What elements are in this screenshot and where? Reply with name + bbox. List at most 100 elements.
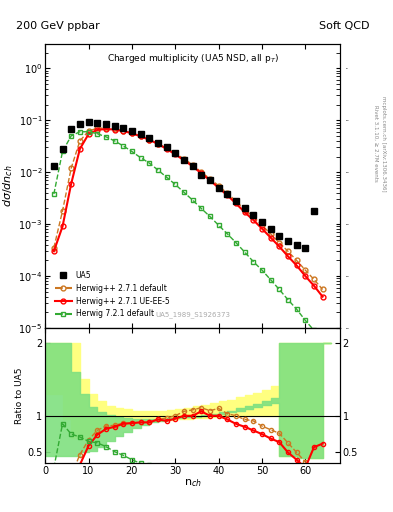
UA5	[164, 144, 169, 151]
UA5	[156, 140, 160, 146]
UA5	[251, 212, 255, 218]
Herwig 7.2.1 default	[199, 205, 204, 211]
Herwig++ 2.7.1 UE-EE-5	[86, 131, 91, 137]
Herwig++ 2.7.1 UE-EE-5	[303, 273, 308, 279]
Herwig 7.2.1 default	[320, 337, 325, 344]
UA5	[208, 177, 212, 183]
Herwig++ 2.7.1 UE-EE-5	[60, 223, 65, 229]
UA5	[77, 121, 82, 127]
Herwig 7.2.1 default	[251, 259, 255, 265]
Text: Charged multiplicity (UA5 NSD, all p$_T$): Charged multiplicity (UA5 NSD, all p$_T$…	[107, 52, 279, 65]
Herwig++ 2.7.1 UE-EE-5	[251, 217, 255, 223]
Herwig++ 2.7.1 default	[156, 141, 160, 147]
Herwig 7.2.1 default	[182, 189, 186, 195]
Herwig++ 2.7.1 default	[138, 133, 143, 139]
Herwig++ 2.7.1 UE-EE-5	[242, 209, 247, 215]
UA5	[86, 119, 91, 125]
Herwig++ 2.7.1 UE-EE-5	[320, 293, 325, 300]
Text: 200 GeV ppbar: 200 GeV ppbar	[16, 20, 99, 31]
Herwig 7.2.1 default	[103, 134, 108, 140]
UA5	[277, 233, 282, 240]
Text: Rivet 3.1.10, ≥ 2.7M events: Rivet 3.1.10, ≥ 2.7M events	[373, 105, 378, 182]
UA5	[268, 226, 273, 232]
Herwig++ 2.7.1 default	[69, 165, 73, 171]
X-axis label: n$_{ch}$: n$_{ch}$	[184, 478, 202, 489]
Herwig++ 2.7.1 UE-EE-5	[77, 146, 82, 152]
Herwig 7.2.1 default	[86, 129, 91, 135]
Herwig++ 2.7.1 default	[251, 214, 255, 220]
Herwig++ 2.7.1 UE-EE-5	[121, 128, 126, 134]
UA5	[69, 126, 73, 132]
UA5	[259, 219, 264, 225]
Herwig++ 2.7.1 default	[60, 208, 65, 214]
Herwig 7.2.1 default	[138, 155, 143, 161]
Herwig++ 2.7.1 default	[182, 156, 186, 162]
UA5	[216, 185, 221, 191]
UA5	[60, 146, 65, 152]
Herwig++ 2.7.1 UE-EE-5	[233, 200, 238, 206]
Text: UA5_1989_S1926373: UA5_1989_S1926373	[155, 311, 230, 318]
Herwig++ 2.7.1 default	[147, 137, 152, 143]
Herwig++ 2.7.1 UE-EE-5	[190, 163, 195, 169]
Herwig++ 2.7.1 default	[259, 222, 264, 228]
Herwig++ 2.7.1 UE-EE-5	[156, 141, 160, 147]
Herwig 7.2.1 default	[77, 129, 82, 135]
Line: Herwig 7.2.1 default: Herwig 7.2.1 default	[51, 130, 342, 365]
UA5	[312, 208, 316, 214]
Herwig++ 2.7.1 UE-EE-5	[208, 177, 212, 183]
UA5	[138, 131, 143, 137]
Text: mcplots.cern.ch [arXiv:1306.3436]: mcplots.cern.ch [arXiv:1306.3436]	[381, 96, 386, 191]
Herwig++ 2.7.1 UE-EE-5	[130, 130, 134, 136]
Herwig 7.2.1 default	[277, 286, 282, 292]
Herwig 7.2.1 default	[95, 131, 99, 137]
Herwig 7.2.1 default	[130, 148, 134, 155]
Herwig++ 2.7.1 default	[320, 286, 325, 292]
Herwig 7.2.1 default	[164, 174, 169, 180]
Herwig 7.2.1 default	[259, 267, 264, 273]
Herwig 7.2.1 default	[242, 249, 247, 255]
Herwig 7.2.1 default	[147, 160, 152, 166]
UA5	[112, 123, 117, 129]
Herwig 7.2.1 default	[303, 317, 308, 324]
UA5	[303, 245, 308, 251]
Herwig++ 2.7.1 default	[164, 145, 169, 151]
Herwig++ 2.7.1 UE-EE-5	[225, 192, 230, 198]
UA5	[51, 163, 56, 169]
Text: Soft QCD: Soft QCD	[319, 20, 369, 31]
Herwig++ 2.7.1 UE-EE-5	[259, 225, 264, 231]
UA5	[199, 172, 204, 178]
Herwig++ 2.7.1 UE-EE-5	[138, 133, 143, 139]
Herwig++ 2.7.1 default	[286, 248, 290, 254]
UA5	[130, 128, 134, 134]
Herwig++ 2.7.1 UE-EE-5	[199, 170, 204, 176]
Herwig 7.2.1 default	[51, 191, 56, 197]
Herwig++ 2.7.1 default	[233, 198, 238, 204]
Herwig++ 2.7.1 default	[173, 151, 178, 157]
Herwig 7.2.1 default	[294, 306, 299, 312]
Line: Herwig++ 2.7.1 UE-EE-5: Herwig++ 2.7.1 UE-EE-5	[51, 126, 325, 299]
Herwig++ 2.7.1 default	[103, 125, 108, 131]
Herwig++ 2.7.1 default	[294, 258, 299, 264]
Herwig++ 2.7.1 UE-EE-5	[294, 262, 299, 268]
UA5	[286, 238, 290, 244]
UA5	[103, 121, 108, 127]
Herwig++ 2.7.1 default	[121, 127, 126, 134]
Herwig++ 2.7.1 UE-EE-5	[312, 283, 316, 289]
Line: Herwig++ 2.7.1 default: Herwig++ 2.7.1 default	[51, 125, 325, 292]
Herwig++ 2.7.1 default	[216, 183, 221, 189]
Herwig++ 2.7.1 default	[86, 128, 91, 134]
Herwig 7.2.1 default	[225, 231, 230, 237]
Herwig++ 2.7.1 UE-EE-5	[164, 146, 169, 152]
Herwig++ 2.7.1 UE-EE-5	[112, 126, 117, 133]
Herwig++ 2.7.1 UE-EE-5	[268, 234, 273, 241]
Herwig 7.2.1 default	[208, 214, 212, 220]
Herwig 7.2.1 default	[268, 276, 273, 283]
Herwig 7.2.1 default	[216, 222, 221, 228]
Herwig++ 2.7.1 default	[303, 267, 308, 273]
Legend: UA5, Herwig++ 2.7.1 default, Herwig++ 2.7.1 UE-EE-5, Herwig 7.2.1 default: UA5, Herwig++ 2.7.1 default, Herwig++ 2.…	[55, 271, 169, 318]
UA5	[182, 157, 186, 163]
Herwig++ 2.7.1 UE-EE-5	[173, 151, 178, 157]
Herwig++ 2.7.1 UE-EE-5	[69, 181, 73, 187]
Herwig++ 2.7.1 UE-EE-5	[286, 253, 290, 260]
Herwig 7.2.1 default	[69, 133, 73, 139]
